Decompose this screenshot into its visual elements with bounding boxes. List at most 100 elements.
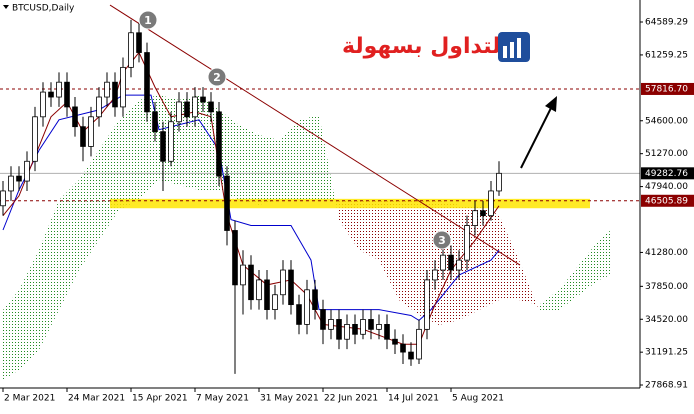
x-tick-label: 5 Aug 2021 [452,394,504,404]
badge [432,230,452,250]
price-label-bg [641,194,694,207]
candle-body [136,32,142,53]
cloud-segment [379,199,399,301]
x-tick-label: 31 May 2021 [260,394,319,404]
y-tick-label: 54600.00 [645,116,688,126]
candle-body [40,91,46,118]
candle-body [456,259,462,271]
y-tick-label: 41280.00 [645,248,688,258]
candle-body [96,96,102,118]
support-zone [110,198,590,209]
candle-body [392,338,398,345]
candle-body [176,101,182,123]
y-tick-label: 64589.29 [645,18,688,28]
arrow-shaft [520,105,553,169]
candle-body [352,324,358,335]
x-tick-label: 2 Mar 2021 [4,394,55,404]
brand-logo: التداول بسهولة [342,32,530,62]
candle-body [280,269,286,296]
candle-body [448,254,454,271]
candle-body [160,131,166,162]
cloud-segment [399,199,419,316]
x-tick-label: 22 Jun 2021 [324,394,378,404]
candle-body [80,126,86,147]
y-tick-label: 31191.25 [645,348,688,358]
candle-body [328,319,334,330]
cloud-segment [339,199,359,250]
candle-body [216,111,222,177]
candle-body [240,264,246,286]
candle-body [48,91,54,98]
brand-text: التداول بسهولة [342,34,508,59]
candle-body [8,175,14,192]
candle-body [288,269,294,306]
candle-body [440,254,446,271]
y-tick-label: 34520.00 [645,315,688,325]
candle-body [360,319,366,335]
candle-body [320,309,326,330]
candle-body [200,96,206,103]
price-label: 49282.76 [645,169,688,179]
candle-body [232,230,238,286]
candle-body [256,279,262,301]
cloud-segment [19,249,39,370]
candle-body [424,279,430,330]
cloud-segment [479,204,499,311]
candle-body [432,269,438,281]
top-layer: 1 2 3 64589.29 61259.25 54600.00 51270.00 47940… [2,10,694,404]
candle-body [264,279,270,310]
cloud-segment [499,214,519,301]
candle-body [416,328,422,360]
candle-body [488,190,494,217]
candle-body [16,175,22,182]
candle-body [88,116,94,147]
candle-body [496,172,502,192]
candle-body [248,264,254,301]
price-label-bg [641,82,694,95]
candle-body [120,66,126,108]
x-tick-label: 14 Jul 2021 [388,394,439,404]
brand-icon-bar [510,42,514,58]
trend-line [109,4,521,266]
brand-icon-bar [503,46,507,58]
cloud-segment [199,95,219,190]
candle-body [224,175,230,231]
cloud-segment [239,125,259,205]
cloud-segment [39,199,59,350]
badge-label: 3 [438,234,446,247]
candle-body [384,324,390,340]
candle-body [296,304,302,325]
cloud-segment [259,135,279,205]
price-label: 57816.70 [645,84,688,94]
candle-body [336,319,342,340]
brand-icon-bar [517,38,521,58]
candle-body [480,210,486,217]
candle-body [168,121,174,162]
cloud-segment [59,179,79,311]
x-tick-label: 24 Mar 2021 [68,394,125,404]
candle-body [152,111,158,133]
cloud-segment [99,120,119,240]
cloud-segment [579,239,599,296]
badge-label: 1 [144,14,152,27]
main-layer [0,4,640,374]
candle-body [344,324,350,340]
candle-body [104,81,110,98]
x-tick-label: 7 May 2021 [196,394,249,404]
cloud-segment [3,290,19,380]
trend-arrow [520,96,557,169]
candle-body [24,160,30,182]
y-tick-label: 27868.91 [645,381,688,391]
candle-body [368,319,374,330]
candle-body [472,210,478,226]
arrow-head [545,96,557,112]
candle-body [112,81,118,108]
badge-label: 2 [213,71,221,84]
cloud-segment [419,199,439,326]
cloud-segment [559,264,579,311]
candle-body [312,289,318,310]
price-label-bg [641,167,694,180]
cloud-segment [359,199,379,261]
y-tick-label: 47940.00 [645,182,688,192]
candle-body [408,351,414,360]
